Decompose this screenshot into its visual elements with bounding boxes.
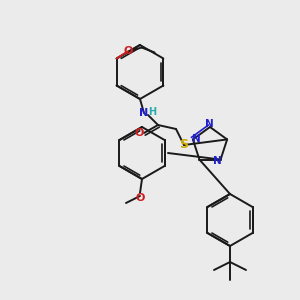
Text: N: N [205, 119, 213, 129]
Text: O: O [134, 128, 144, 138]
Text: O: O [124, 46, 133, 56]
Text: N: N [213, 156, 222, 166]
Text: N: N [191, 134, 200, 144]
Text: H: H [148, 107, 156, 117]
Text: N: N [140, 108, 148, 118]
Text: O: O [135, 193, 145, 203]
Text: S: S [179, 139, 188, 152]
